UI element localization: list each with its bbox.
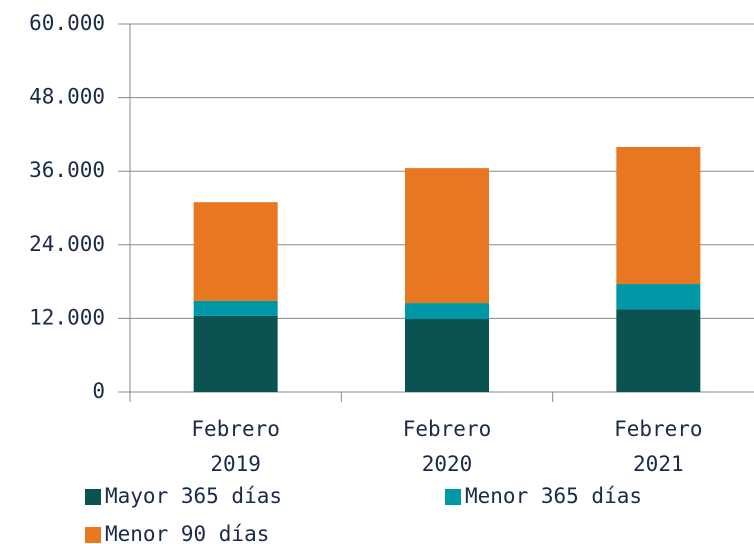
x-tick-label: Febrero 2021 xyxy=(614,417,703,476)
x-tick-label: Febrero 2019 xyxy=(191,417,280,476)
y-tick-label: 48.000 xyxy=(29,85,105,109)
bar-segment xyxy=(193,300,278,316)
bar-segment xyxy=(616,284,701,310)
y-tick-label: 24.000 xyxy=(29,232,105,256)
y-tick-label: 60.000 xyxy=(29,11,105,35)
legend-swatch xyxy=(445,489,461,505)
x-tick-label: Febrero 2020 xyxy=(403,417,492,476)
y-tick-label: 0 xyxy=(92,379,105,403)
bar-segment xyxy=(616,146,701,285)
legend-label: Menor 90 días xyxy=(105,522,269,544)
bar-segment xyxy=(193,202,278,301)
bar-segment xyxy=(616,309,701,392)
y-tick-label: 12.000 xyxy=(29,305,105,329)
legend-label: Mayor 365 días xyxy=(105,484,282,508)
y-tick-label: 36.000 xyxy=(29,158,105,182)
legend-swatch xyxy=(85,527,101,543)
bar-segment xyxy=(405,319,489,392)
bar-segment xyxy=(193,315,278,392)
bar-segment xyxy=(405,303,489,320)
legend-swatch xyxy=(85,489,101,505)
legend-label: Menor 365 días xyxy=(465,484,642,508)
bar-segment xyxy=(405,168,489,304)
